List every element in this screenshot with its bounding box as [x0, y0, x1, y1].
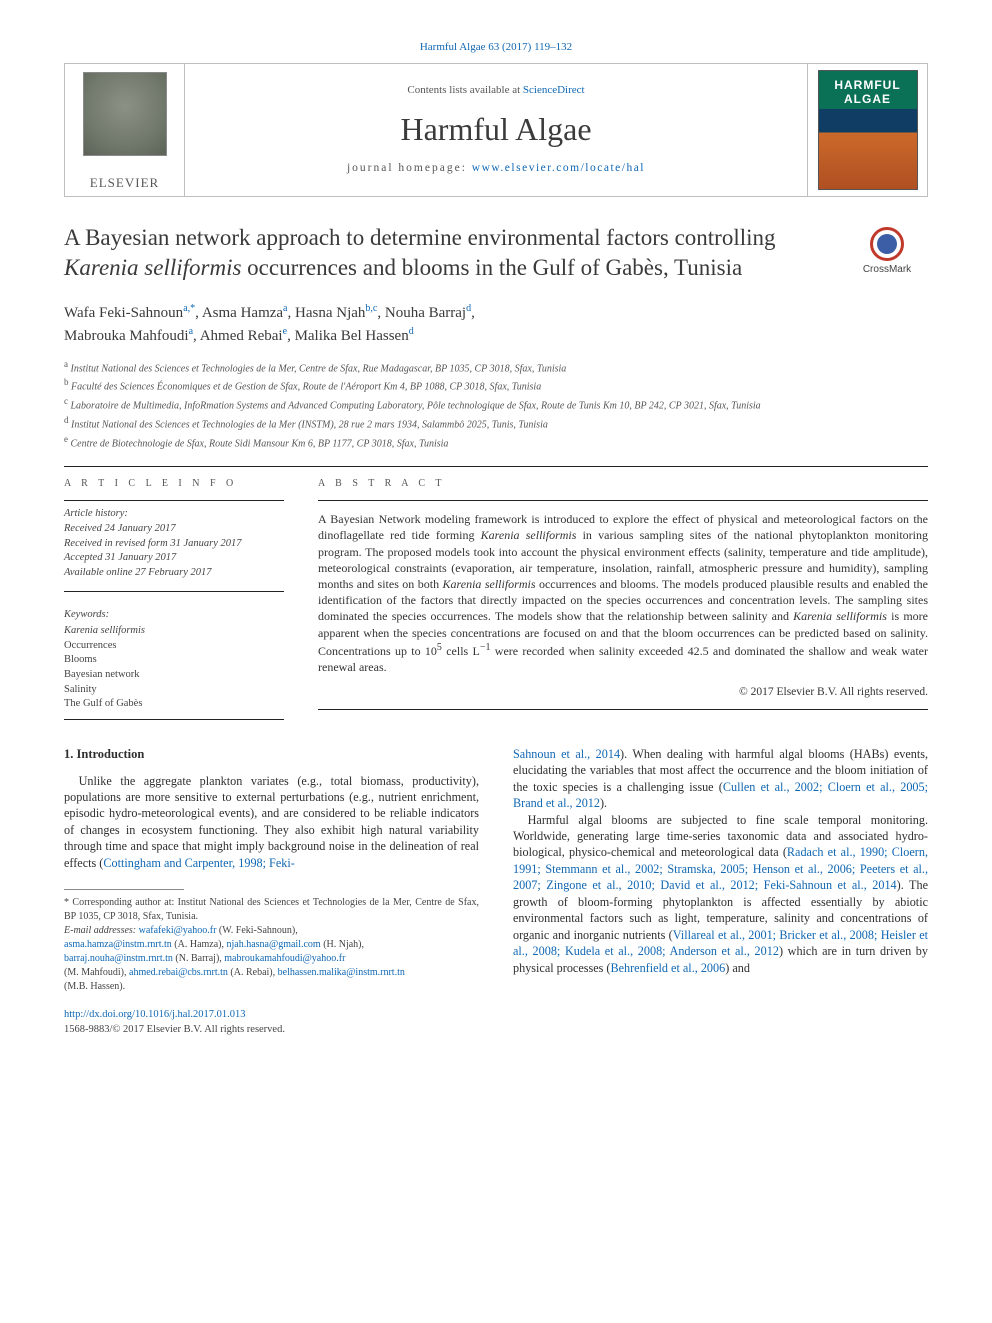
author-affil-sup[interactable]: d [466, 303, 471, 314]
rule [64, 591, 284, 592]
rule [64, 466, 928, 467]
keyword: Salinity [64, 683, 284, 698]
elsevier-tree-icon [83, 72, 167, 156]
author-affil-sup[interactable]: a [283, 303, 287, 314]
intro-paragraph: Unlike the aggregate plankton variates (… [64, 773, 479, 872]
history-received: Received 24 January 2017 [64, 522, 284, 537]
history-accepted: Accepted 31 January 2017 [64, 551, 284, 566]
affiliation: d Institut National des Sciences et Tech… [64, 414, 928, 433]
crossmark-badge[interactable]: CrossMark [846, 227, 928, 277]
homepage-link[interactable]: www.elsevier.com/locate/hal [472, 162, 645, 174]
rule [318, 709, 928, 710]
title-pre: A Bayesian network approach to determine… [64, 225, 776, 250]
footnote-rule [64, 889, 184, 890]
contents-line: Contents lists available at ScienceDirec… [193, 83, 799, 98]
email-link[interactable]: mabroukamahfoudi@yahoo.fr [224, 953, 345, 964]
email-link[interactable]: njah.hasna@gmail.com [227, 939, 321, 950]
doi-link[interactable]: http://dx.doi.org/10.1016/j.hal.2017.01.… [64, 1009, 246, 1020]
author: Mabrouka Mahfoudia [64, 328, 193, 344]
crossmark-label: CrossMark [863, 263, 911, 277]
crossmark-icon [870, 227, 904, 261]
contents-prefix: Contents lists available at [407, 84, 522, 96]
article-info-column: A R T I C L E I N F O Article history: R… [64, 477, 284, 720]
journal-title: Harmful Algae [193, 108, 799, 151]
history-online: Available online 27 February 2017 [64, 566, 284, 581]
keyword: Blooms [64, 653, 284, 668]
author: Ahmed Rebaie [200, 328, 287, 344]
publisher-block: ELSEVIER [65, 64, 185, 196]
abstract-text: A Bayesian Network modeling framework is… [318, 511, 928, 675]
title-post: occurrences and blooms in the Gulf of Ga… [241, 255, 742, 280]
corresponding-text: * Corresponding author at: Institut Nati… [64, 896, 479, 924]
rule [318, 500, 928, 501]
history-label: Article history: [64, 507, 284, 522]
affiliation: c Laboratoire de Multimedia, InfoRmation… [64, 395, 928, 414]
affiliation: a Institut National des Sciences et Tech… [64, 358, 928, 377]
author-affil-sup[interactable]: a,* [183, 303, 195, 314]
keyword: The Gulf of Gabès [64, 697, 284, 712]
keyword: Bayesian network [64, 668, 284, 683]
title-species: Karenia selliformis [64, 255, 241, 280]
affiliation: e Centre de Biotechnologie de Sfax, Rout… [64, 433, 928, 452]
email-link[interactable]: belhassen.malika@instm.rnrt.tn [278, 967, 405, 978]
keywords-list: Karenia selliformis Occurrences Blooms B… [64, 624, 284, 712]
citation-link[interactable]: Sahnoun et al., 2014 [513, 747, 620, 761]
intro-paragraph: Sahnoun et al., 2014). When dealing with… [513, 746, 928, 812]
publisher-name: ELSEVIER [90, 174, 159, 192]
email-link[interactable]: ahmed.rebai@cbs.rnrt.tn [129, 967, 228, 978]
citation-link[interactable]: Cottingham and Carpenter, 1998; Feki- [103, 856, 294, 870]
author: Asma Hamzaa [202, 305, 288, 321]
author: Wafa Feki-Sahnouna,* [64, 305, 195, 321]
cover-line2: ALGAE [819, 91, 917, 107]
affiliations: a Institut National des Sciences et Tech… [64, 358, 928, 452]
body-left-column: 1. Introduction Unlike the aggregate pla… [64, 746, 479, 1038]
email-link[interactable]: barraj.nouha@instm.rnrt.tn [64, 953, 173, 964]
author: Nouha Barrajd [385, 305, 471, 321]
keywords-label: Keywords: [64, 608, 284, 622]
author: Malika Bel Hassend [295, 328, 414, 344]
citation-link[interactable]: Behrenfield et al., 2006 [610, 961, 725, 975]
issn-copyright: 1568-9883/© 2017 Elsevier B.V. All right… [64, 1023, 479, 1038]
homepage-line: journal homepage: www.elsevier.com/locat… [193, 161, 799, 177]
masthead: ELSEVIER Contents lists available at Sci… [64, 63, 928, 197]
email-link[interactable]: asma.hamza@instm.rnrt.tn [64, 939, 172, 950]
intro-paragraph: Harmful algal blooms are subjected to fi… [513, 812, 928, 977]
header-citation[interactable]: Harmful Algae 63 (2017) 119–132 [64, 40, 928, 55]
author-list: Wafa Feki-Sahnouna,*, Asma Hamzaa, Hasna… [64, 301, 928, 348]
affiliation: b Faculté des Sciences Économiques et de… [64, 376, 928, 395]
doi-block: http://dx.doi.org/10.1016/j.hal.2017.01.… [64, 1008, 479, 1037]
corresponding-footnote: * Corresponding author at: Institut Nati… [64, 896, 479, 994]
abstract-copyright: © 2017 Elsevier B.V. All rights reserved… [318, 685, 928, 701]
author-affil-sup[interactable]: a [189, 326, 193, 337]
section-heading: 1. Introduction [64, 746, 479, 763]
keyword: Karenia selliformis [64, 625, 145, 636]
homepage-prefix: journal homepage: [347, 162, 472, 174]
author-affil-sup[interactable]: e [283, 326, 287, 337]
cover-block: HARMFUL ALGAE [807, 64, 927, 196]
sciencedirect-link[interactable]: ScienceDirect [523, 84, 585, 96]
journal-cover-icon: HARMFUL ALGAE [818, 70, 918, 190]
author-affil-sup[interactable]: d [409, 326, 414, 337]
email-label: E-mail addresses: [64, 925, 139, 936]
author-affil-sup[interactable]: b,c [365, 303, 377, 314]
abstract-heading: A B S T R A C T [318, 477, 928, 491]
article-title: A Bayesian network approach to determine… [64, 223, 830, 283]
body-right-column: Sahnoun et al., 2014). When dealing with… [513, 746, 928, 1038]
author: Hasna Njahb,c [295, 305, 377, 321]
email-link[interactable]: wafafeki@yahoo.fr [139, 925, 217, 936]
abstract-column: A B S T R A C T A Bayesian Network model… [318, 477, 928, 720]
keyword: Occurrences [64, 639, 284, 654]
history-revised: Received in revised form 31 January 2017 [64, 537, 284, 552]
article-info-heading: A R T I C L E I N F O [64, 477, 284, 491]
rule [64, 500, 284, 501]
